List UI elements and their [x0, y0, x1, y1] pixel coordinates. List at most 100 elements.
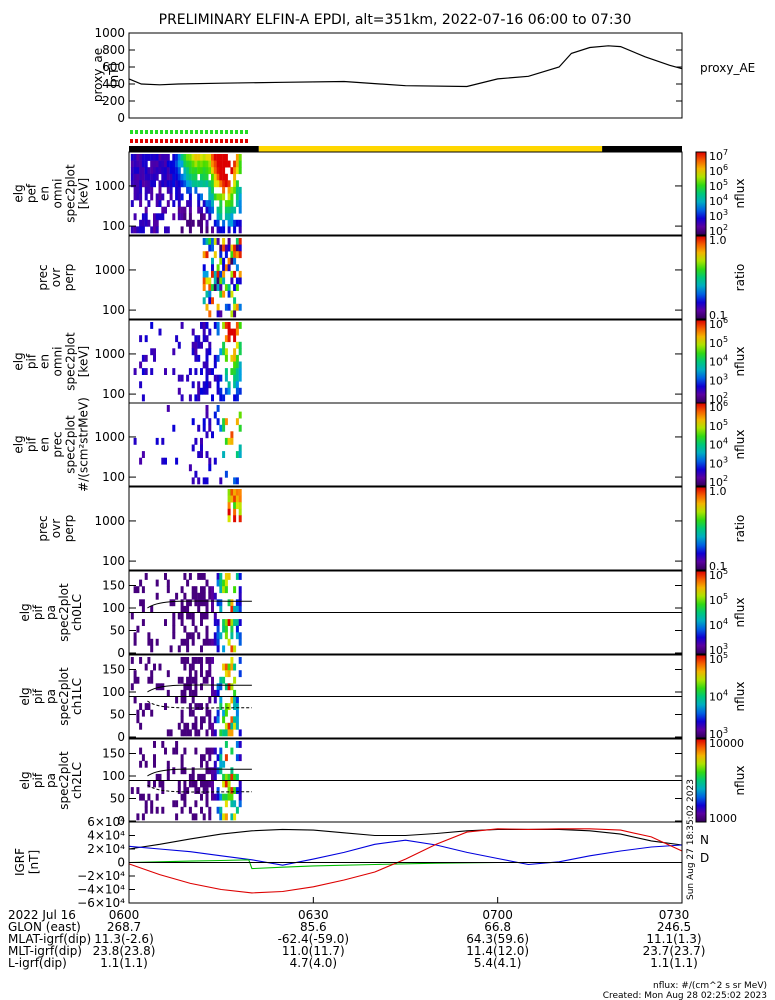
- spec-pixel: [224, 354, 228, 362]
- spec-pixel: [200, 645, 203, 653]
- footer-cell: 11.1(1.3): [646, 932, 701, 946]
- spec-pixel: [205, 173, 209, 181]
- spec-pixel: [200, 160, 203, 168]
- spec-pixel: [158, 193, 162, 201]
- spec-pixel: [224, 579, 228, 587]
- spec-pixel: [211, 605, 214, 613]
- panel-ylabel: spec2plot: [57, 583, 71, 642]
- spec-pixel: [200, 206, 203, 214]
- spec-pixel: [191, 696, 195, 704]
- spec-pixel: [235, 251, 239, 259]
- spec-pixel: [230, 813, 234, 821]
- spec-pixel: [211, 173, 214, 181]
- spec-pixel: [130, 173, 134, 181]
- spec-pixel: [219, 348, 223, 356]
- spec-pixel: [208, 310, 212, 318]
- spec-pixel: [222, 579, 226, 587]
- colorbar-label: nflux: [733, 682, 747, 712]
- spec-pixel: [238, 154, 242, 161]
- spec-pixel: [230, 310, 234, 318]
- spec-pixel: [197, 154, 201, 161]
- spec-pixel: [230, 683, 234, 691]
- spec-pixel: [158, 160, 162, 168]
- spec-pixel: [205, 322, 209, 329]
- status-dot-red: [225, 139, 228, 143]
- ytick-label: 6×10⁴: [87, 815, 125, 829]
- spec-pixel: [213, 716, 217, 724]
- colorbar-tick-exponent: 4: [723, 193, 728, 202]
- spec-pixel: [222, 167, 226, 175]
- spec-pixel: [224, 284, 228, 291]
- spec-pixel: [222, 264, 226, 272]
- spec-pixel: [238, 657, 242, 664]
- spec-pixel: [235, 806, 239, 814]
- spec-pixel: [130, 787, 134, 794]
- status-dot-red: [130, 139, 133, 143]
- status-dot-red: [145, 139, 148, 143]
- spec-pixel: [155, 167, 159, 175]
- spec-pixel: [224, 793, 228, 801]
- spec-pixel: [158, 167, 162, 175]
- colorbar-tick: 104: [709, 689, 728, 704]
- panel-ylabel: pa: [44, 605, 58, 620]
- spec-pixel: [141, 394, 145, 402]
- spec-pixel: [186, 638, 190, 646]
- spec-pixel: [219, 747, 223, 755]
- spec-pixel: [153, 348, 156, 356]
- spec-pixel: [222, 619, 226, 626]
- loss-cone-curve: [147, 600, 252, 609]
- spec-pixel: [230, 328, 234, 336]
- spec-pixel: [211, 297, 214, 305]
- spec-pixel: [233, 722, 237, 730]
- spec-pixel: [144, 800, 148, 808]
- spec-pixel: [141, 167, 145, 175]
- spec-pixel: [235, 200, 239, 207]
- spec-pixel: [202, 592, 206, 600]
- spec-pixel: [133, 154, 137, 161]
- spec-pixel: [147, 638, 151, 646]
- spec-pixel: [235, 709, 239, 717]
- spec-pixel: [219, 270, 223, 278]
- spec-pixel: [211, 186, 214, 194]
- spec-pixel: [208, 328, 212, 336]
- panel-ylabel: ovr: [49, 519, 63, 538]
- spec-pixel: [213, 238, 217, 245]
- spec-pixel: [233, 381, 237, 389]
- spec-pixel: [136, 226, 140, 234]
- spec-pixel: [227, 515, 231, 523]
- spec-pixel: [161, 213, 165, 221]
- spec-pixel: [224, 173, 228, 181]
- colorbar-tick-exponent: 2: [723, 223, 728, 232]
- spec-pixel: [130, 154, 134, 161]
- spec-pixel: [180, 322, 184, 329]
- spec-pixel: [235, 374, 239, 382]
- spec-pixel: [227, 213, 231, 221]
- spec-pixel: [202, 160, 206, 168]
- spec-pixel: [224, 632, 228, 640]
- spec-pixel: [200, 670, 203, 678]
- spec-pixel: [224, 348, 228, 356]
- spec-pixel: [141, 368, 145, 375]
- spec-pixel: [224, 200, 228, 207]
- spec-pixel: [211, 767, 214, 775]
- spec-pixel: [205, 729, 209, 737]
- spec-pixel: [235, 322, 239, 329]
- ytick-label: 150: [102, 747, 125, 761]
- spec-pixel: [216, 806, 220, 814]
- colorbar-tick: 105: [709, 592, 728, 607]
- spec-pixel: [164, 573, 167, 580]
- spec-pixel: [202, 813, 206, 821]
- spec-pixel: [213, 167, 217, 175]
- spec-pixel: [191, 586, 195, 594]
- spec-pixel: [208, 290, 212, 298]
- spec-pixel: [222, 173, 226, 181]
- spec-pixel: [200, 437, 203, 445]
- spec-pixel: [164, 173, 167, 181]
- spec-pixel: [175, 193, 179, 201]
- status-dot-red: [205, 139, 208, 143]
- spec-pixel: [230, 495, 234, 503]
- panel-ylabel: ch0LC: [70, 594, 84, 631]
- status-dot-green: [180, 130, 183, 134]
- spec-pixel: [238, 186, 242, 194]
